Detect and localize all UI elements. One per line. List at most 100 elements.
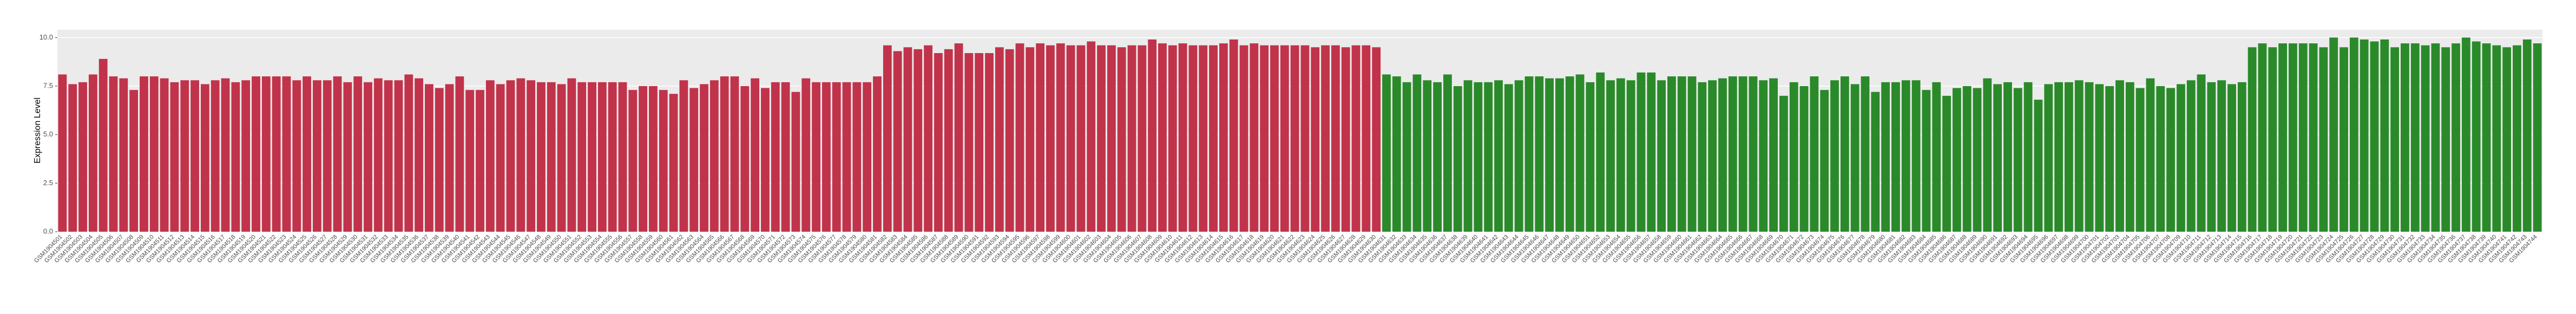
bar [292, 80, 301, 232]
bar [231, 82, 240, 232]
bar [1565, 76, 1574, 232]
bar [2207, 82, 2216, 232]
bar [975, 53, 984, 232]
bar [771, 82, 780, 232]
bar [1708, 80, 1717, 232]
bar [822, 82, 831, 232]
bar [1280, 45, 1289, 232]
bar [1087, 41, 1096, 232]
bar [2370, 41, 2379, 232]
bar [2268, 47, 2277, 232]
bar [2146, 78, 2155, 232]
bar [2166, 88, 2175, 232]
bar [1453, 86, 1462, 232]
bar [1382, 74, 1391, 232]
bar [2248, 47, 2257, 232]
bar [639, 86, 648, 232]
bar [1138, 45, 1147, 232]
bar [496, 84, 505, 232]
bar [2135, 88, 2145, 232]
bar [1779, 95, 1788, 232]
bar [709, 80, 719, 232]
bar [2309, 43, 2318, 232]
bar [2461, 37, 2470, 232]
bar [455, 76, 464, 232]
bar [2533, 43, 2542, 232]
bar [1372, 47, 1381, 232]
bar [740, 86, 750, 232]
bar [1423, 80, 1432, 232]
bar [781, 82, 790, 232]
bar [1127, 45, 1136, 232]
bar [170, 82, 179, 232]
bar [343, 82, 352, 232]
bar [842, 82, 851, 232]
bar [995, 47, 1004, 232]
bar [1647, 72, 1656, 232]
bar [2298, 43, 2308, 232]
bar [2410, 43, 2420, 232]
bar [1942, 95, 1951, 232]
bar [2513, 45, 2521, 232]
bar [282, 76, 291, 232]
bar [903, 47, 912, 232]
bar [1749, 76, 1758, 232]
bar [1738, 76, 1747, 232]
bar [506, 80, 515, 232]
bar [1474, 82, 1483, 232]
bar [1341, 47, 1350, 232]
bar [1026, 47, 1035, 232]
y-tick-label: 2.5 [43, 179, 53, 187]
bar [1687, 76, 1697, 232]
bar [567, 78, 576, 232]
bar [883, 45, 892, 232]
bar [2492, 45, 2501, 232]
bar [1148, 39, 1157, 232]
bar [1932, 82, 1941, 232]
bar [597, 82, 607, 232]
bar [1199, 45, 1208, 232]
bar [88, 74, 97, 232]
bar [893, 51, 902, 232]
bar [1321, 45, 1330, 232]
bar [2034, 100, 2043, 232]
bar [1005, 49, 1014, 232]
bar [1443, 74, 1452, 232]
bar [1596, 72, 1605, 232]
bar [934, 53, 943, 232]
bar [537, 82, 546, 232]
bar [200, 84, 209, 232]
bar [1810, 76, 1819, 232]
bar [1922, 90, 1931, 232]
bar [730, 76, 739, 232]
bar [98, 58, 108, 232]
bar [1575, 74, 1585, 232]
bar [364, 82, 372, 232]
bar [1107, 45, 1116, 232]
bar [1463, 80, 1473, 232]
bar [2115, 80, 2124, 232]
bar [435, 88, 444, 232]
bar [1056, 43, 1065, 232]
bar [119, 78, 128, 232]
bar [2085, 82, 2094, 232]
bar [1799, 86, 1809, 232]
bar [78, 82, 87, 232]
bar [1097, 45, 1106, 232]
bar [465, 90, 475, 232]
bar [1484, 82, 1493, 232]
bar [1983, 78, 1992, 232]
bar [618, 82, 627, 232]
bar [2421, 45, 2430, 232]
bar [1117, 47, 1126, 232]
y-tick-label: 7.5 [43, 81, 53, 89]
bar [720, 76, 729, 232]
bar [2054, 82, 2063, 232]
bar [1545, 78, 1554, 232]
bar [241, 80, 251, 232]
bar [1830, 80, 1839, 232]
bar [2319, 47, 2328, 232]
bar [527, 80, 536, 232]
